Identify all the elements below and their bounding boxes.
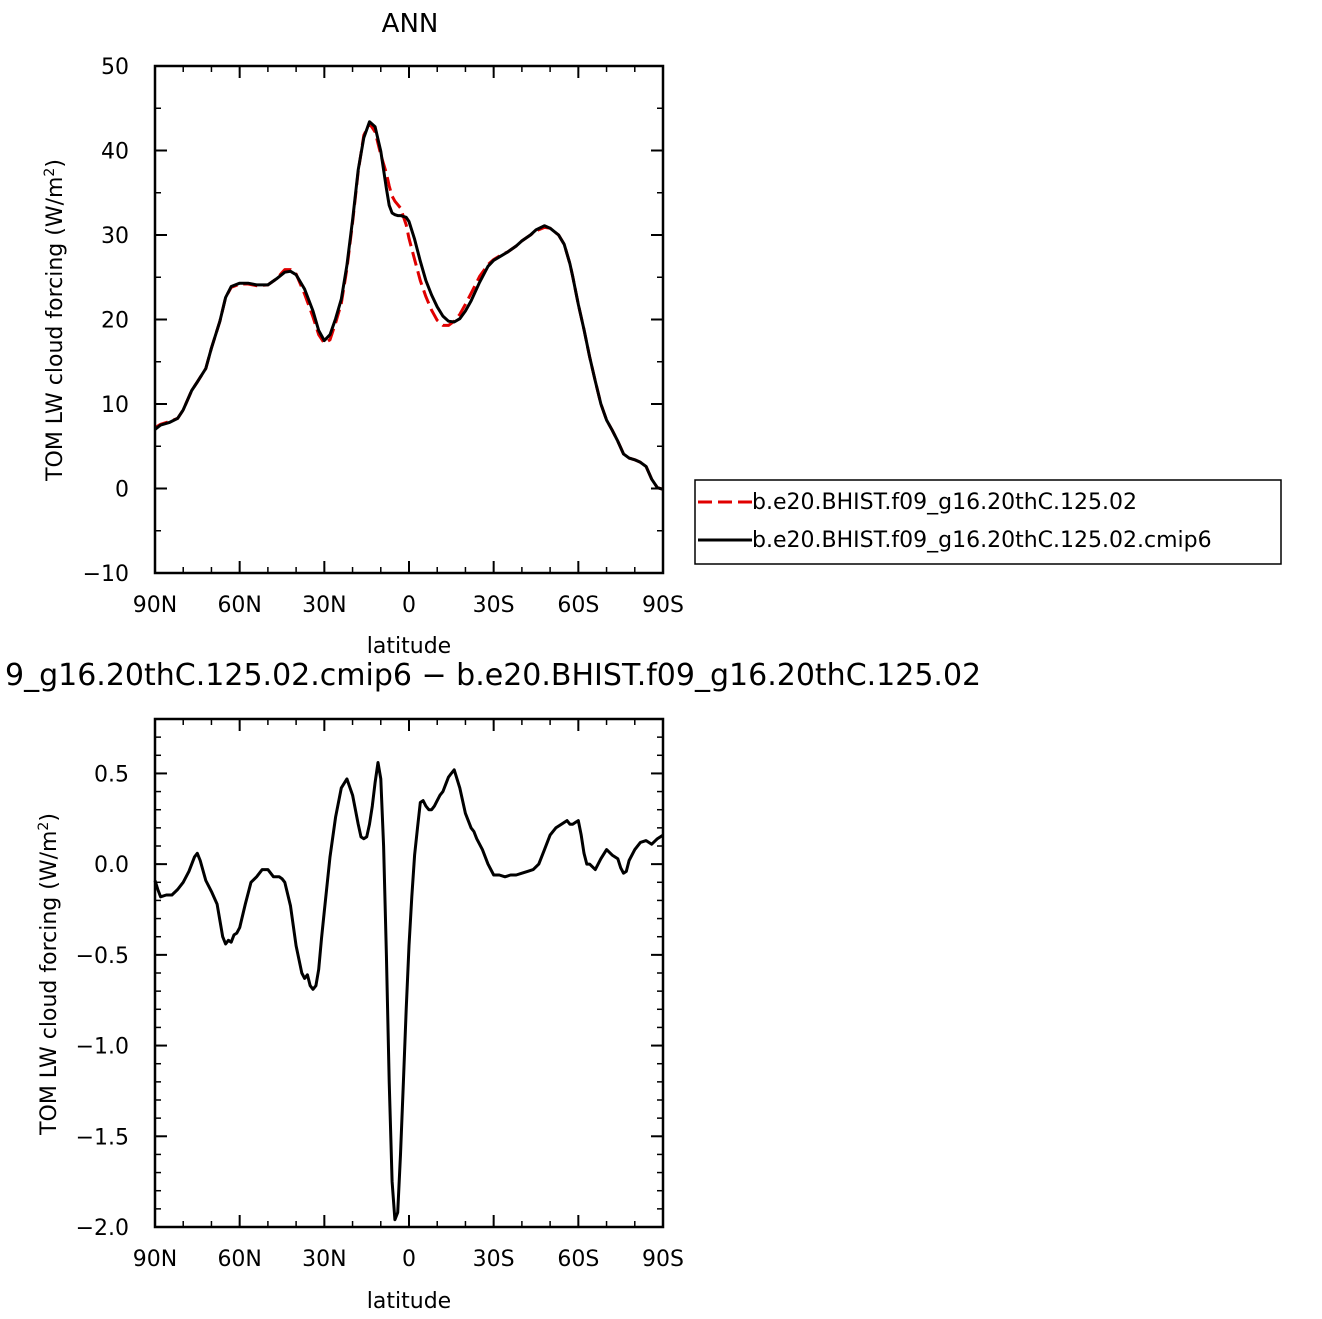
x-tick-label: 90N (133, 1247, 177, 1272)
bottom-panel-marks (153, 761, 664, 1222)
y-tick-label: 0.5 (94, 762, 129, 787)
top-panel-marks (154, 120, 664, 491)
bottom-panel-title: 9_g16.20thC.125.02.cmip6 − b.e20.BHIST.f… (5, 658, 981, 693)
bottom-panel-ylabel: TOM LW cloud forcing (W/m2) (36, 813, 62, 1136)
y-tick-label: 10 (101, 393, 129, 418)
legend-label-series-2: b.e20.BHIST.f09_g16.20thC.125.02.cmip6 (752, 528, 1212, 553)
series-1-line (154, 122, 664, 491)
y-tick-label: 40 (101, 140, 129, 165)
series-1-line (153, 761, 664, 1222)
x-tick-label: 60N (217, 593, 261, 618)
x-tick-label: 60S (557, 593, 599, 618)
x-tick-label: 90S (642, 593, 684, 618)
x-tick-label: 30N (302, 1247, 346, 1272)
y-tick-label: −2.0 (76, 1216, 129, 1241)
y-tick-label: −1.5 (76, 1125, 129, 1150)
x-tick-label: 0 (402, 593, 416, 618)
y-tick-label: −1.0 (76, 1035, 129, 1060)
x-tick-label: 60S (557, 1247, 599, 1272)
legend-label-series-1: b.e20.BHIST.f09_g16.20thC.125.02 (752, 490, 1137, 515)
top-panel-title: ANN (382, 9, 439, 39)
x-tick-label: 90S (642, 1247, 684, 1272)
series-2-line (154, 120, 664, 491)
x-tick-label: 30S (473, 593, 515, 618)
y-tick-label: 30 (101, 224, 129, 249)
top-panel-ylabel: TOM LW cloud forcing (W/m2) (42, 159, 68, 482)
x-tick-label: 60N (217, 1247, 261, 1272)
x-tick-label: 30S (473, 1247, 515, 1272)
legend-box (694, 479, 1282, 565)
top-panel: ANN 90N 60N 30N 0 30S 60S 90S −10 0 10 20 30 40 50 la… (42, 9, 684, 659)
y-tick-label: −0.5 (76, 944, 129, 969)
bottom-panel: 9_g16.20thC.125.02.cmip6 − b.e20.BHIST.f… (5, 658, 981, 1314)
bottom-panel-xlabel: latitude (367, 1289, 451, 1314)
x-tick-label: 90N (133, 593, 177, 618)
top-panel-frame (153, 64, 665, 575)
y-tick-label: 50 (101, 55, 129, 80)
bottom-panel-ticks: 90N 60N 30N 0 30S 60S 90S −2.0 −1.5 −1.0 −0.5 0.0 0.… (76, 718, 684, 1272)
y-tick-label: 0 (115, 478, 129, 503)
top-panel-xlabel: latitude (367, 634, 451, 659)
y-tick-label: 20 (101, 309, 129, 334)
x-tick-label: 30N (302, 593, 346, 618)
x-tick-label: 0 (402, 1247, 416, 1272)
top-panel-ticks: 90N 60N 30N 0 30S 60S 90S −10 0 10 20 30 40 50 (83, 55, 684, 618)
y-tick-label: −10 (83, 562, 129, 587)
y-tick-label: 0.0 (94, 853, 129, 878)
legend: b.e20.BHIST.f09_g16.20thC.125.02 b.e20.B… (694, 479, 1282, 565)
